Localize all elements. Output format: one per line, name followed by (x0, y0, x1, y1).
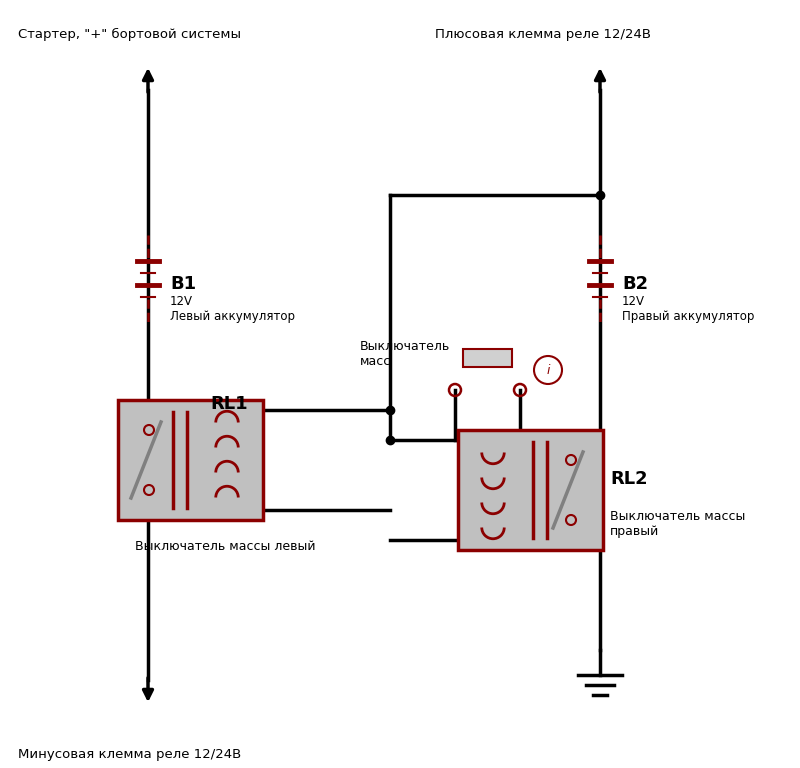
Text: i: i (546, 363, 550, 376)
Text: Выключатель массы левый: Выключатель массы левый (135, 540, 315, 553)
Bar (463, 349, 512, 367)
Text: Выключатель
масс: Выключатель масс (360, 340, 450, 368)
Text: B2: B2 (622, 275, 648, 293)
Text: Выключатель массы
правый: Выключатель массы правый (610, 510, 746, 538)
Text: 12V
Левый аккумулятор: 12V Левый аккумулятор (170, 295, 295, 323)
Text: 12V
Правый аккумулятор: 12V Правый аккумулятор (622, 295, 754, 323)
Text: Стартер, "+" бортовой системы: Стартер, "+" бортовой системы (18, 28, 241, 41)
Text: RL2: RL2 (610, 470, 648, 488)
Text: RL1: RL1 (210, 395, 248, 413)
Bar (118, 400, 263, 520)
Text: Минусовая клемма реле 12/24В: Минусовая клемма реле 12/24В (18, 748, 242, 761)
Bar (458, 430, 603, 550)
Text: Плюсовая клемма реле 12/24В: Плюсовая клемма реле 12/24В (435, 28, 651, 41)
Text: B1: B1 (170, 275, 196, 293)
